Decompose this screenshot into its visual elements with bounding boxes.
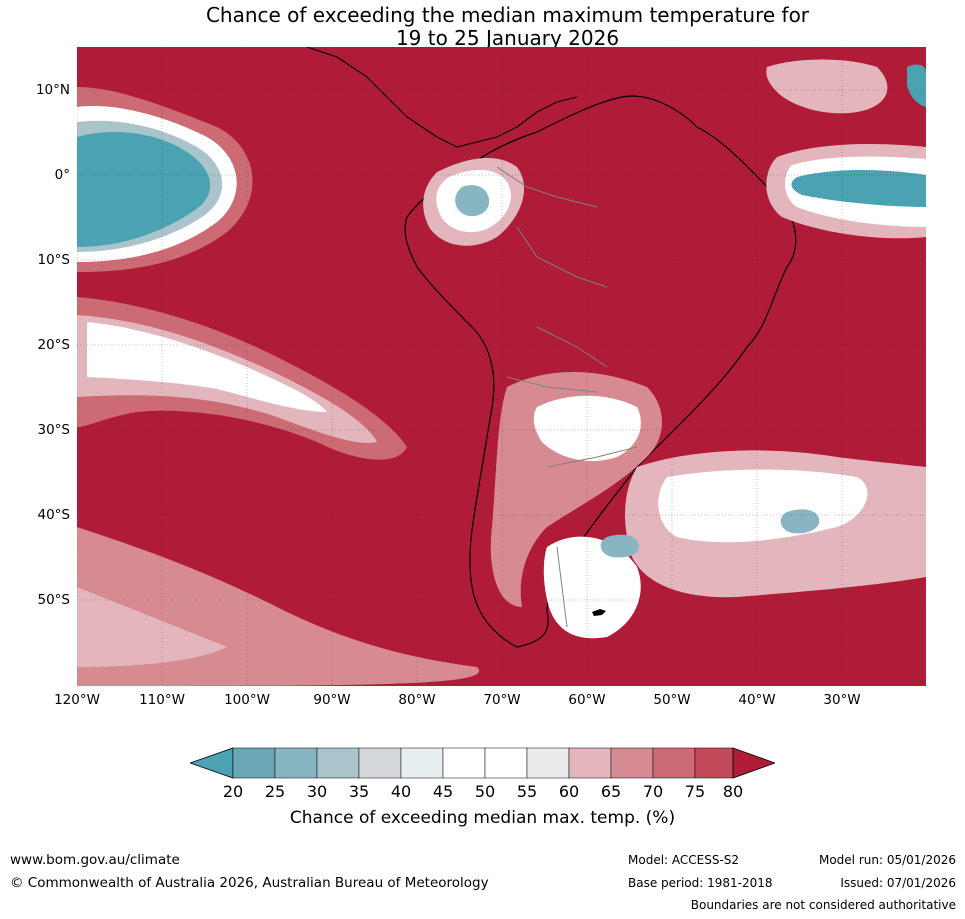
southern-ocean-band-2 — [77, 587, 227, 667]
lon-label-30w: 30°W — [823, 692, 861, 708]
ne-atlantic-patch — [766, 59, 888, 114]
title-line-2: 19 to 25 January 2026 — [395, 26, 620, 50]
title-line-1: Chance of exceeding the median maximum t… — [205, 3, 810, 27]
tick-75: 75 — [684, 782, 706, 801]
lon-label-100w: 100°W — [224, 692, 270, 708]
colorbar — [190, 747, 775, 779]
atlantic-cool-blue — [791, 170, 926, 207]
footer-model-run: Model run: 05/01/2026 — [818, 853, 956, 867]
tick-25: 25 — [264, 782, 286, 801]
lon-label-70w: 70°W — [483, 692, 521, 708]
grid-lines — [77, 47, 926, 686]
colorbar-label: Chance of exceeding median max. temp. (%… — [289, 808, 676, 828]
colorbar-bin-65-70 — [610, 747, 654, 779]
map-panel — [77, 47, 926, 686]
colorbar-bin-30-35 — [316, 747, 360, 779]
colorbar-bin-25-30 — [274, 747, 318, 779]
south-pacific-band-white — [87, 322, 327, 412]
tick-45: 45 — [432, 782, 454, 801]
tick-70: 70 — [642, 782, 664, 801]
pacific-cool-region-core — [77, 132, 211, 247]
colorbar-bin-55-60 — [526, 747, 570, 779]
lon-label-40w: 40°W — [738, 692, 776, 708]
tick-35: 35 — [348, 782, 370, 801]
colorbar-bin-35-40 — [358, 747, 402, 779]
probability-map — [77, 47, 926, 686]
country-borders — [496, 166, 638, 628]
colorbar-bin-40-45 — [400, 747, 444, 779]
colorbar-bin-60-65 — [568, 747, 612, 779]
lon-label-120w: 120°W — [54, 692, 100, 708]
south-atlantic-blue-1 — [780, 509, 820, 534]
tick-60: 60 — [558, 782, 580, 801]
patagonia-white-zone — [543, 536, 641, 639]
lon-label-50w: 50°W — [653, 692, 691, 708]
footer-model: Model: ACCESS-S2 — [628, 853, 740, 867]
amazon-blue-patch — [455, 185, 490, 217]
lat-label-10s: 10°S — [37, 252, 71, 268]
south-atlantic-blue-2 — [600, 534, 640, 558]
tick-40: 40 — [390, 782, 412, 801]
lat-label-0: 0° — [54, 167, 70, 183]
colorbar-bin-45-50 — [442, 747, 486, 779]
falkland-islands — [592, 609, 606, 616]
tick-50: 50 — [474, 782, 496, 801]
tick-20: 20 — [222, 782, 244, 801]
lon-label-80w: 80°W — [398, 692, 436, 708]
lon-label-90w: 90°W — [313, 692, 351, 708]
footer-base-period: Base period: 1981-2018 — [628, 876, 773, 890]
pampas-white-zone — [533, 395, 641, 462]
lat-label-50s: 50°S — [37, 592, 71, 608]
lat-label-20s: 20°S — [37, 337, 71, 353]
tick-65: 65 — [600, 782, 622, 801]
lat-label-30s: 30°S — [37, 422, 71, 438]
colorbar-bin-70-75 — [652, 747, 696, 779]
colorbar-bin-75-80 — [694, 747, 734, 779]
tick-30: 30 — [306, 782, 328, 801]
ne-atlantic-blue — [907, 64, 926, 107]
colorbar-bin-20-25 — [232, 747, 276, 779]
central-america-coast — [306, 47, 578, 148]
colorbar-low-arrow — [190, 747, 234, 779]
lon-label-60w: 60°W — [568, 692, 606, 708]
footer-copyright: © Commonwealth of Australia 2026, Austra… — [10, 875, 489, 891]
footer-url: www.bom.gov.au/climate — [10, 852, 180, 868]
footer-issued: Issued: 07/01/2026 — [840, 876, 956, 890]
lon-label-110w: 110°W — [139, 692, 185, 708]
chart-title: Chance of exceeding the median maximum t… — [0, 4, 965, 50]
tick-80: 80 — [722, 782, 744, 801]
colorbar-bin-50-55 — [484, 747, 528, 779]
footer-disclaimer: Boundaries are not considered authoritat… — [690, 898, 956, 912]
lat-label-10n: 10°N — [35, 82, 70, 98]
colorbar-high-arrow — [732, 747, 775, 779]
lat-label-40s: 40°S — [37, 507, 71, 523]
tick-55: 55 — [516, 782, 538, 801]
